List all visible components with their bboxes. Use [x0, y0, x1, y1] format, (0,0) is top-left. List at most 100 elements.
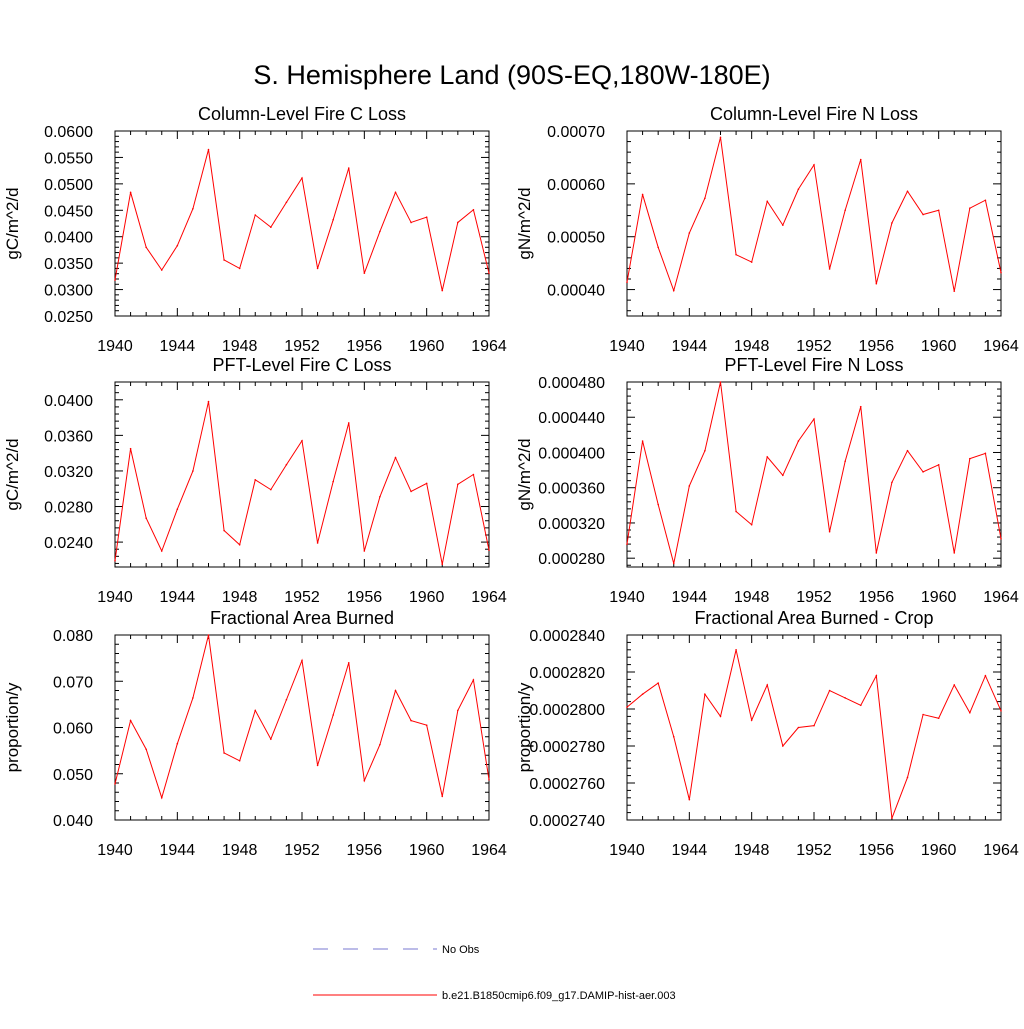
data-point: [953, 290, 956, 292]
data-point: [472, 473, 475, 476]
y-axis-label: gC/m^2/d: [3, 187, 22, 259]
data-point: [688, 232, 691, 234]
data-point: [937, 464, 940, 466]
data-point: [160, 550, 163, 552]
y-tick-label: 0.0002740: [529, 813, 605, 830]
data-point: [207, 400, 210, 403]
data-point: [410, 719, 412, 722]
data-point: [641, 693, 644, 695]
data-point: [176, 742, 179, 745]
y-tick-label: 0.0600: [44, 124, 93, 141]
data-point: [906, 776, 909, 779]
y-tick-label: 0.080: [53, 628, 93, 645]
data-point: [425, 216, 428, 218]
figure-title: S. Hemisphere Land (90S-EQ,180W-180E): [253, 60, 770, 90]
data-point: [937, 717, 940, 720]
data-point: [238, 267, 241, 270]
data-point: [735, 649, 737, 651]
data-point: [488, 272, 490, 274]
data-point: [984, 674, 987, 677]
data-point: [192, 207, 194, 210]
x-tick-label: 1948: [734, 842, 770, 859]
data-point: [906, 449, 909, 452]
y-tick-label: 0.0240: [44, 535, 93, 552]
data-point: [891, 817, 893, 819]
y-tick-label: 0.0002800: [529, 702, 605, 719]
data-point: [719, 715, 722, 718]
y-tick-label: 0.050: [53, 767, 93, 784]
data-point: [379, 495, 381, 498]
y-tick-label: 0.000280: [538, 551, 605, 568]
data-point: [782, 224, 784, 226]
legend-series-label: b.e21.B1850cmip6.f09_g17.DAMIP-hist-aer.…: [442, 990, 676, 1002]
x-tick-label: 1964: [983, 842, 1019, 859]
data-point: [859, 158, 862, 161]
data-point: [363, 550, 366, 552]
data-point: [766, 456, 769, 458]
data-point: [891, 222, 893, 224]
data-point: [254, 709, 257, 712]
data-point: [176, 508, 179, 510]
y-tick-label: 0.000400: [538, 445, 605, 462]
data-point: [969, 711, 971, 714]
x-tick-label: 1940: [609, 338, 645, 355]
data-point: [828, 689, 831, 692]
data-point: [672, 562, 675, 565]
data-point: [347, 167, 350, 169]
data-point: [457, 709, 459, 712]
data-point: [114, 559, 116, 562]
y-tick-label: 0.0350: [44, 256, 93, 273]
data-point: [672, 735, 675, 738]
data-point: [223, 529, 225, 532]
legend-no-obs-label: No Obs: [442, 944, 480, 956]
x-tick-label: 1960: [921, 589, 957, 606]
data-point: [922, 213, 924, 216]
data-point: [1000, 710, 1002, 712]
data-point: [859, 405, 862, 408]
x-tick-label: 1960: [921, 842, 957, 859]
x-tick-label: 1944: [160, 589, 196, 606]
data-point: [797, 726, 800, 729]
data-point: [316, 764, 319, 767]
data-point: [394, 191, 397, 194]
y-tick-label: 0.0002760: [529, 776, 605, 793]
data-point: [719, 136, 722, 139]
data-point: [626, 281, 628, 283]
x-tick-label: 1964: [983, 338, 1019, 355]
data-point: [766, 200, 769, 203]
x-tick-label: 1944: [672, 589, 708, 606]
y-tick-label: 0.060: [53, 721, 93, 738]
y-axis-label: gN/m^2/d: [515, 438, 534, 510]
x-tick-label: 1948: [222, 589, 258, 606]
data-point: [657, 682, 659, 684]
x-tick-label: 1960: [409, 842, 445, 859]
data-point: [145, 246, 147, 249]
x-tick-label: 1944: [672, 842, 708, 859]
panels: Column-Level Fire C Loss 1940 1944 1948 1952…: [3, 104, 1019, 859]
y-tick-label: 0.0400: [44, 393, 93, 410]
x-tick-label: 1964: [983, 589, 1019, 606]
x-tick-label: 1952: [284, 842, 320, 859]
data-point: [145, 517, 147, 519]
x-tick-label: 1964: [471, 338, 507, 355]
x-tick-label: 1960: [409, 338, 445, 355]
data-point: [782, 474, 784, 477]
data-point: [704, 693, 706, 695]
x-tick-label: 1952: [284, 338, 320, 355]
x-tick-label: 1956: [859, 589, 895, 606]
data-point: [891, 481, 893, 484]
x-tick-label: 1960: [921, 338, 957, 355]
x-tick-label: 1956: [859, 842, 895, 859]
data-point: [953, 684, 956, 686]
data-point: [363, 272, 366, 274]
data-point: [394, 689, 397, 692]
data-point: [207, 634, 210, 636]
data-point: [441, 563, 444, 566]
x-tick-label: 1940: [609, 589, 645, 606]
data-point: [984, 199, 987, 202]
data-point: [425, 482, 428, 485]
panel-1: Column-Level Fire N Loss 1940 1944 1948 1952…: [515, 104, 1019, 355]
data-point: [457, 221, 459, 224]
data-point: [704, 449, 706, 452]
panel-title: Fractional Area Burned: [210, 608, 394, 628]
